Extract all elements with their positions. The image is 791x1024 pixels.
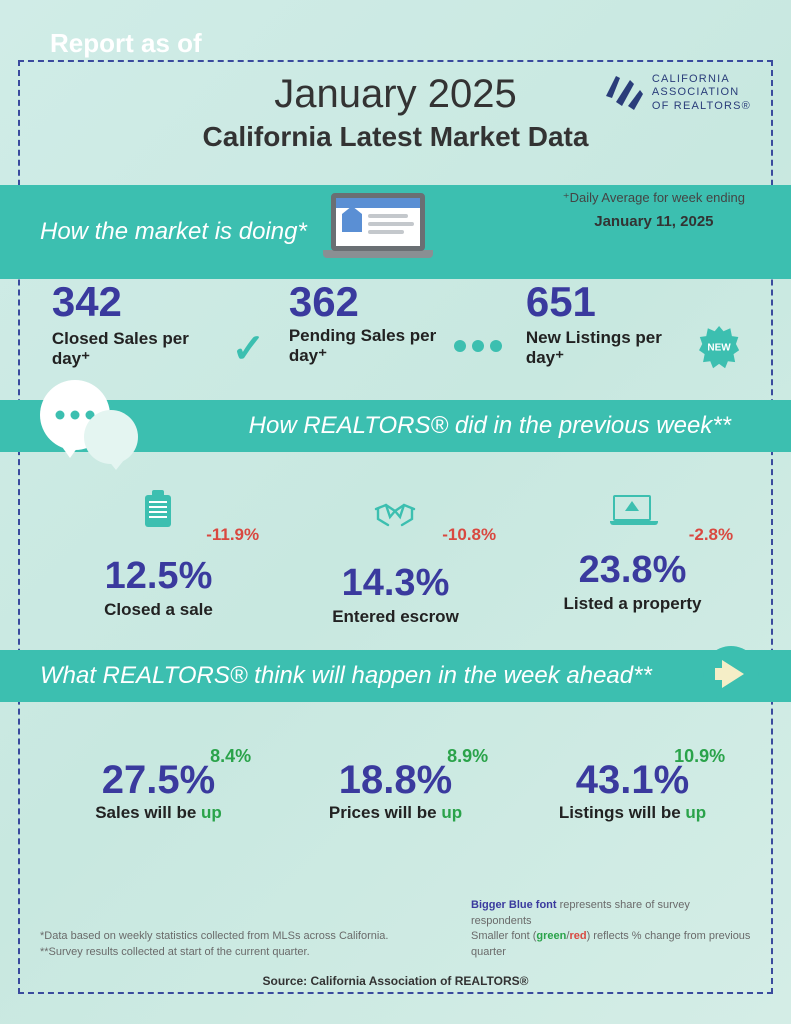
daily-avg-label: ⁺Daily Average for week ending bbox=[563, 190, 745, 207]
realtors-prev-row: -11.9% 12.5% Closed a sale -10.8% 14.3% … bbox=[0, 495, 791, 627]
closed-sales-value: 342 bbox=[52, 278, 265, 326]
banner-realtors-prev-text: How REALTORS® did in the previous week** bbox=[249, 412, 731, 440]
daily-average-box: ⁺Daily Average for week ending January 1… bbox=[563, 190, 745, 230]
closed-sale-delta: -11.9% bbox=[206, 525, 259, 545]
logo-text: CALIFORNIA ASSOCIATION OF REALTORS® bbox=[652, 73, 751, 113]
footnote-legend-2: Smaller font (green/red) reflects % chan… bbox=[471, 929, 751, 960]
clipboard-icon bbox=[145, 495, 171, 527]
closed-sale-value: 12.5% bbox=[52, 555, 265, 598]
pending-sales-value: 362 bbox=[289, 278, 502, 326]
footnotes-left: *Data based on weekly statistics collect… bbox=[40, 929, 388, 960]
closed-sale-label: Closed a sale bbox=[52, 600, 265, 620]
footnote-2: **Survey results collected at start of t… bbox=[40, 945, 388, 960]
footnote-1: *Data based on weekly statistics collect… bbox=[40, 929, 388, 944]
banner-realtors-prev: How REALTORS® did in the previous week** bbox=[0, 400, 791, 452]
forecast-sales-stat: 8.4% 27.5% Sales will be up bbox=[52, 758, 265, 823]
footnotes: *Data based on weekly statistics collect… bbox=[40, 898, 751, 960]
closed-sales-stat: 342 Closed Sales per day⁺ ✓ bbox=[52, 278, 265, 372]
forecast-prices-delta: 8.9% bbox=[447, 746, 488, 767]
forecast-row: 8.4% 27.5% Sales will be up 8.9% 18.8% P… bbox=[0, 758, 791, 823]
dots-icon bbox=[454, 340, 502, 352]
new-badge-icon: NEW bbox=[699, 326, 739, 370]
listed-property-label: Listed a property bbox=[526, 594, 739, 614]
new-listings-stat: 651 New Listings per day⁺ NEW bbox=[526, 278, 739, 372]
forecast-prices-label: Prices will be up bbox=[289, 803, 502, 823]
daily-avg-date: January 11, 2025 bbox=[563, 213, 745, 230]
new-listings-value: 651 bbox=[526, 278, 739, 326]
laptop-small-icon bbox=[613, 495, 651, 521]
listed-property-stat: -2.8% 23.8% Listed a property bbox=[526, 495, 739, 627]
entered-escrow-delta: -10.8% bbox=[442, 525, 496, 545]
chat-bubbles-icon bbox=[40, 380, 110, 450]
logo-mark-icon bbox=[602, 72, 644, 114]
closed-sale-stat: -11.9% 12.5% Closed a sale bbox=[52, 495, 265, 627]
banner-forecast: What REALTORS® think will happen in the … bbox=[0, 650, 791, 702]
closed-sales-label: Closed Sales per day⁺ bbox=[52, 329, 224, 370]
car-logo: CALIFORNIA ASSOCIATION OF REALTORS® bbox=[602, 72, 751, 114]
forecast-sales-delta: 8.4% bbox=[210, 746, 251, 767]
laptop-icon bbox=[323, 193, 433, 263]
new-badge-text: NEW bbox=[707, 343, 730, 354]
pending-sales-stat: 362 Pending Sales per day⁺ bbox=[289, 278, 502, 372]
entered-escrow-value: 14.3% bbox=[289, 562, 502, 605]
source-line: Source: California Association of REALTO… bbox=[0, 974, 791, 988]
market-stats-row: 342 Closed Sales per day⁺ ✓ 362 Pending … bbox=[0, 278, 791, 372]
logo-line3: OF REALTORS® bbox=[652, 100, 751, 113]
entered-escrow-stat: -10.8% 14.3% Entered escrow bbox=[289, 495, 502, 627]
banner-forecast-text: What REALTORS® think will happen in the … bbox=[40, 662, 652, 690]
footnote-legend-1: Bigger Blue font represents share of sur… bbox=[471, 898, 751, 929]
footnotes-right: Bigger Blue font represents share of sur… bbox=[471, 898, 751, 960]
arrow-right-icon bbox=[703, 646, 759, 702]
report-subtitle: California Latest Market Data bbox=[0, 121, 791, 153]
entered-escrow-label: Entered escrow bbox=[289, 607, 502, 627]
forecast-prices-stat: 8.9% 18.8% Prices will be up bbox=[289, 758, 502, 823]
logo-line2: ASSOCIATION bbox=[652, 86, 751, 99]
checkmark-icon: ✓ bbox=[232, 326, 266, 372]
forecast-listings-label: Listings will be up bbox=[526, 803, 739, 823]
listed-property-value: 23.8% bbox=[526, 549, 739, 592]
listed-property-delta: -2.8% bbox=[689, 525, 733, 545]
forecast-listings-stat: 10.9% 43.1% Listings will be up bbox=[526, 758, 739, 823]
banner-market-text: How the market is doing* bbox=[40, 218, 307, 246]
report-as-of-label: Report as of bbox=[50, 28, 202, 59]
logo-line1: CALIFORNIA bbox=[652, 73, 751, 86]
new-listings-label: New Listings per day⁺ bbox=[526, 328, 689, 369]
pending-sales-label: Pending Sales per day⁺ bbox=[289, 326, 446, 367]
forecast-listings-delta: 10.9% bbox=[674, 746, 725, 767]
forecast-sales-label: Sales will be up bbox=[52, 803, 265, 823]
